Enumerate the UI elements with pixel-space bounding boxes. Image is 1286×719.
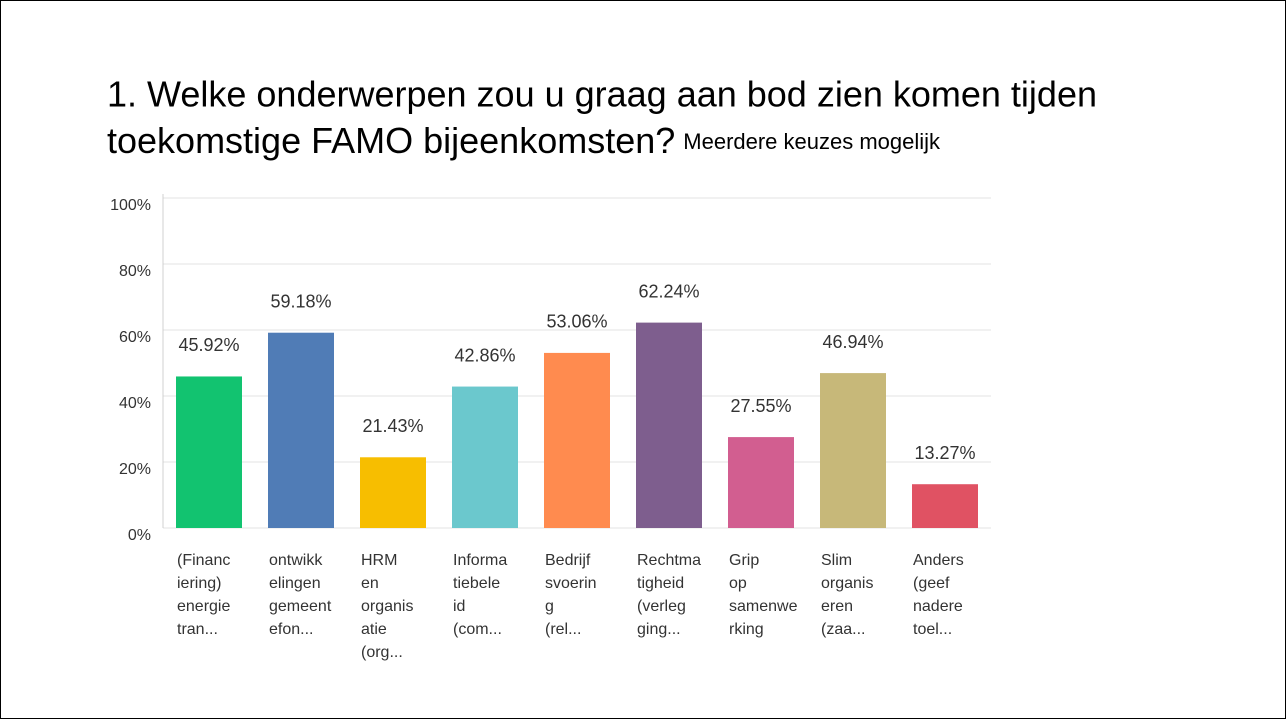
x-tick-label: nadere (913, 598, 963, 615)
y-tick-label: 20% (119, 461, 151, 478)
y-tick-label: 0% (128, 527, 151, 544)
data-label: 21.43% (362, 416, 423, 436)
x-tick-label: (verleg (637, 598, 686, 615)
x-tick-label: Informa (453, 552, 507, 569)
x-tick-label: iering) (177, 575, 221, 592)
x-tick-label: elingen (269, 575, 321, 592)
x-tick-label: energie (177, 598, 230, 615)
y-tick-label: 100% (110, 197, 151, 214)
data-label: 59.18% (270, 291, 331, 311)
x-tick-label: HRM (361, 552, 397, 569)
x-tick-label: g (545, 598, 554, 615)
bar (268, 332, 334, 528)
x-tick-label: (com... (453, 621, 502, 638)
x-tick-label: rking (729, 621, 764, 638)
data-label: 53.06% (546, 312, 607, 332)
data-label: 46.94% (822, 332, 883, 352)
x-tick-label: tiebele (453, 575, 500, 592)
x-tick-label: Slim (821, 552, 852, 569)
x-tick-label: eren (821, 598, 853, 615)
x-tick-label: (zaa... (821, 621, 865, 638)
bar (360, 457, 426, 528)
y-tick-label: 80% (119, 263, 151, 280)
x-tick-label: (rel... (545, 621, 581, 638)
x-tick-label: tigheid (637, 575, 684, 592)
x-tick-label: gemeent (269, 598, 332, 615)
chart-title: toekomstige FAMO bijeenkomsten? (107, 120, 675, 161)
x-tick-label: (geef (913, 575, 950, 592)
bar (452, 386, 518, 528)
x-tick-label: organis (821, 575, 873, 592)
x-tick-label: atie (361, 621, 387, 638)
bar (176, 376, 242, 528)
data-label: 62.24% (638, 281, 699, 301)
x-tick-label: Grip (729, 552, 759, 569)
x-tick-label: ontwikk (269, 552, 323, 569)
x-tick-label: ging... (637, 621, 681, 638)
x-tick-label: Rechtma (637, 552, 701, 569)
bar (636, 322, 702, 528)
x-tick-label: (Financ (177, 552, 230, 569)
x-tick-label: en (361, 575, 379, 592)
bar (912, 484, 978, 528)
x-tick-label: Bedrijf (545, 552, 591, 569)
chart-title: 1. Welke onderwerpen zou u graag aan bod… (107, 74, 1097, 115)
x-tick-label: tran... (177, 621, 218, 638)
x-tick-label: (org... (361, 644, 403, 661)
bar (728, 437, 794, 528)
data-label: 45.92% (178, 335, 239, 355)
x-tick-label: Anders (913, 552, 964, 569)
x-tick-label: svoerin (545, 575, 597, 592)
x-tick-label: efon... (269, 621, 313, 638)
x-tick-label: toel... (913, 621, 952, 638)
x-tick-label: samenwe (729, 598, 798, 615)
y-tick-label: 60% (119, 329, 151, 346)
data-label: 13.27% (914, 443, 975, 463)
data-label: 42.86% (454, 345, 515, 365)
bar (544, 352, 610, 528)
chart-subtitle: Meerdere keuzes mogelijk (683, 129, 941, 154)
data-label: 27.55% (730, 396, 791, 416)
y-tick-label: 40% (119, 395, 151, 412)
x-tick-label: op (729, 575, 747, 592)
x-tick-label: id (453, 598, 465, 615)
bar (820, 373, 886, 528)
chart-title: toekomstige FAMO bijeenkomsten? Meerdere … (107, 120, 941, 161)
x-tick-label: organis (361, 598, 413, 615)
